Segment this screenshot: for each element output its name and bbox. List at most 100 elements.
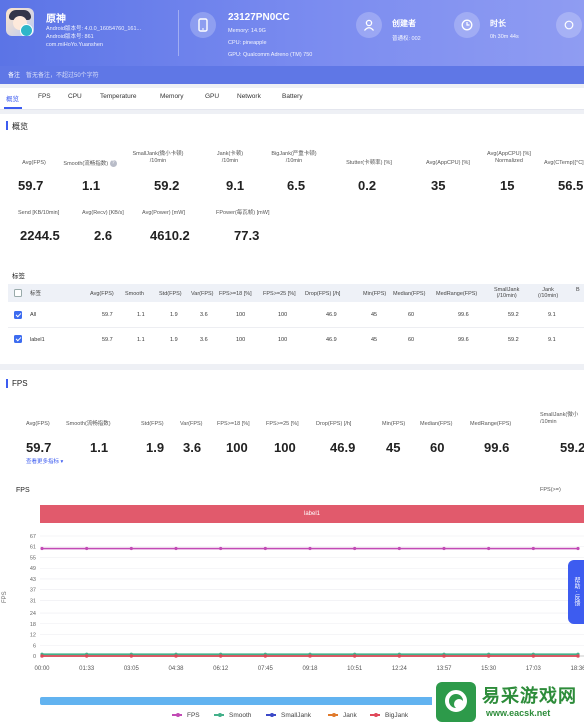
chart-filter-dropdown[interactable]: FPS(>=) [540, 487, 561, 493]
table-cell: 9.1 [548, 337, 556, 343]
legend-bigjank[interactable]: BigJank [370, 712, 408, 719]
metric-label: SmallJank(微小卡顿) /10min [132, 151, 184, 164]
table-cell: All [30, 312, 37, 318]
tab-battery[interactable]: Battery [282, 93, 303, 100]
table-cell: 3.6 [200, 337, 208, 343]
x-tick-label: 01:33 [79, 666, 95, 672]
metric-value: 15 [500, 178, 515, 193]
y-tick-label: 12 [30, 633, 36, 639]
tab-indicator [4, 107, 22, 109]
metric-value: 59.2 [154, 178, 180, 193]
metric-value: 6.5 [287, 178, 306, 193]
column-header: 标签 [30, 291, 42, 297]
metric-value: 59.7 [18, 178, 44, 193]
x-tick-label: 15:30 [481, 666, 497, 672]
more-icon[interactable] [556, 12, 582, 38]
metric-label: FPower(每瓦帧) [mW] [216, 210, 270, 216]
legend-smooth[interactable]: Smooth [214, 712, 251, 719]
chart-scrollbar[interactable] [40, 697, 440, 705]
table-cell: 59.2 [508, 312, 519, 318]
metric-value: 77.3 [234, 228, 260, 243]
remark-label: 备注 [8, 73, 21, 79]
tab-cpu[interactable]: CPU [68, 93, 82, 100]
metric-label-text: Smooth(流畅指数) [63, 160, 109, 167]
help-icon[interactable]: ? [109, 160, 117, 167]
label-banner[interactable]: label1 [40, 505, 584, 523]
legend-label: Jank [343, 712, 357, 719]
row-checkbox[interactable] [14, 311, 22, 319]
phone-icon [190, 12, 216, 38]
row-checkbox[interactable] [14, 335, 22, 343]
fps-chart[interactable]: 0 6 12 18 24 31 37 43 49 55 61 67 00:00 01:33 03:05 04:… [0, 528, 584, 698]
creator-title: 创建者 [392, 19, 416, 28]
app-build: Android版本号: 861 [46, 34, 94, 40]
section-marker [6, 121, 8, 130]
legend-label: SmallJank [281, 712, 311, 719]
y-tick-label: 61 [30, 545, 36, 551]
x-tick-label: 10:51 [347, 666, 363, 672]
creator-value: 普通权: 002 [392, 36, 421, 42]
tab-network[interactable]: Network [237, 93, 261, 100]
legend-label: BigJank [385, 712, 409, 719]
legend-label: Smooth [229, 712, 252, 719]
tab-overview[interactable]: 概览 [6, 96, 19, 103]
legend-smalljank[interactable]: SmallJank [266, 712, 311, 719]
column-header: Smooth [125, 291, 144, 297]
select-all-checkbox[interactable] [14, 289, 22, 297]
tab-memory[interactable]: Memory [160, 93, 184, 100]
data-point-bigjank [397, 654, 401, 658]
table-cell: 60 [408, 312, 415, 318]
metric-label: Avg(Recv) [KB/s] [82, 210, 124, 216]
table-cell: 1.9 [170, 337, 178, 343]
data-point-fps [174, 546, 178, 551]
device-memory: Memory: 14.9G [228, 28, 266, 34]
metric-label: Avg(AppCPU) [%] [426, 160, 470, 166]
column-header: Var(FPS) [191, 291, 214, 297]
tab-gpu[interactable]: GPU [205, 93, 220, 100]
metric-value: 1.9 [146, 440, 165, 455]
column-header: MedRange(FPS) [436, 291, 478, 297]
table-cell: 46.9 [326, 337, 337, 343]
metric-value: 100 [274, 440, 296, 455]
y-tick-label: 6 [33, 643, 36, 649]
data-point-bigjank [442, 654, 446, 658]
table-cell: 100 [278, 337, 288, 343]
metric-value: 1.1 [90, 440, 109, 455]
legend-jank[interactable]: Jank [328, 712, 357, 719]
fps-section-title: FPS [12, 379, 28, 388]
tab-fps[interactable]: FPS [38, 93, 51, 100]
metric-value: 60 [430, 440, 445, 455]
data-point-bigjank [263, 654, 267, 658]
x-tick-label: 07:45 [258, 666, 274, 672]
remark-input[interactable]: 暂无备注，不超过50个字符 [26, 73, 99, 79]
metric-label: BigJank(严重卡顿) /10min [271, 151, 317, 164]
duration-title: 时长 [490, 19, 506, 28]
header-bar: 原神 Android版本号: 4.0.0_16054760_161... And… [0, 0, 584, 66]
app-name: 原神 [46, 14, 66, 25]
metric-label: Jank(卡顿) /10min [216, 151, 244, 164]
y-tick-label: 0 [33, 654, 36, 660]
chart-title: FPS [16, 487, 30, 494]
table-cell: label1 [30, 337, 45, 343]
metric-label: MedRange(FPS) [470, 421, 512, 427]
legend-fps[interactable]: FPS [172, 712, 200, 719]
y-tick-label: 37 [30, 588, 36, 594]
data-point-bigjank [85, 654, 89, 658]
y-tick-label: 18 [30, 622, 36, 628]
column-header: Jank (/10min) [538, 287, 559, 299]
y-axis-label: FPS [2, 591, 8, 603]
help-feedback-tab[interactable]: 帮助 · 反馈 [568, 560, 584, 624]
table-cell: 3.6 [200, 312, 208, 318]
data-point-bigjank [174, 654, 178, 658]
table-cell: 100 [236, 312, 246, 318]
metric-value: 35 [431, 178, 446, 193]
user-icon [356, 12, 382, 38]
data-point-fps [353, 546, 357, 551]
show-more-link[interactable]: 查看更多指标 ▾ [26, 459, 64, 465]
legend-label: FPS [187, 712, 200, 719]
metric-value: 45 [386, 440, 401, 455]
metric-label: Min(FPS) [382, 421, 406, 427]
app-version: Android版本号: 4.0.0_16054760_161... [46, 26, 142, 32]
tab-temperature[interactable]: Temperature [100, 93, 137, 100]
data-point-fps [576, 546, 580, 551]
